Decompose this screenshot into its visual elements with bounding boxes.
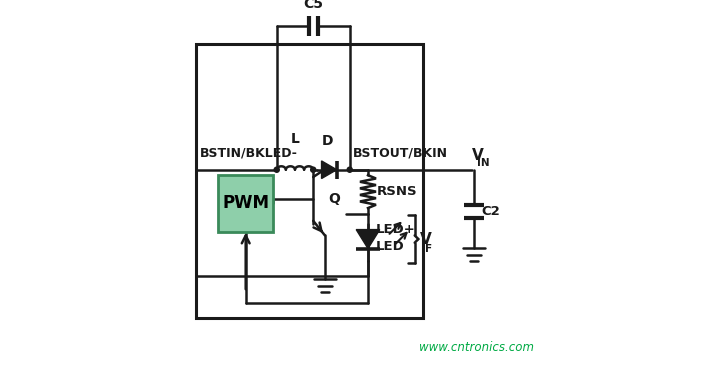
Text: C2: C2 (481, 205, 500, 218)
Text: Q: Q (328, 192, 340, 206)
Text: C5: C5 (303, 0, 323, 11)
Text: V: V (472, 148, 484, 163)
Text: V: V (420, 231, 432, 247)
Text: IN: IN (477, 158, 489, 168)
Polygon shape (356, 230, 380, 249)
Circle shape (347, 167, 352, 172)
Text: BSTIN/BKLED-: BSTIN/BKLED- (200, 147, 298, 160)
Circle shape (274, 167, 279, 172)
Bar (196, 44, 423, 318)
Polygon shape (322, 161, 336, 178)
Text: LED+: LED+ (376, 223, 415, 236)
Text: www.cntronics.com: www.cntronics.com (419, 341, 534, 354)
Text: L: L (291, 132, 299, 146)
Text: F: F (425, 244, 431, 254)
Text: PWM: PWM (222, 195, 269, 212)
Text: D: D (321, 134, 333, 147)
Bar (218, 175, 273, 232)
Text: LED: LED (376, 240, 404, 253)
Circle shape (311, 167, 316, 172)
Text: BSTOUT/BKIN: BSTOUT/BKIN (353, 147, 448, 160)
Text: RSNS: RSNS (377, 185, 418, 198)
